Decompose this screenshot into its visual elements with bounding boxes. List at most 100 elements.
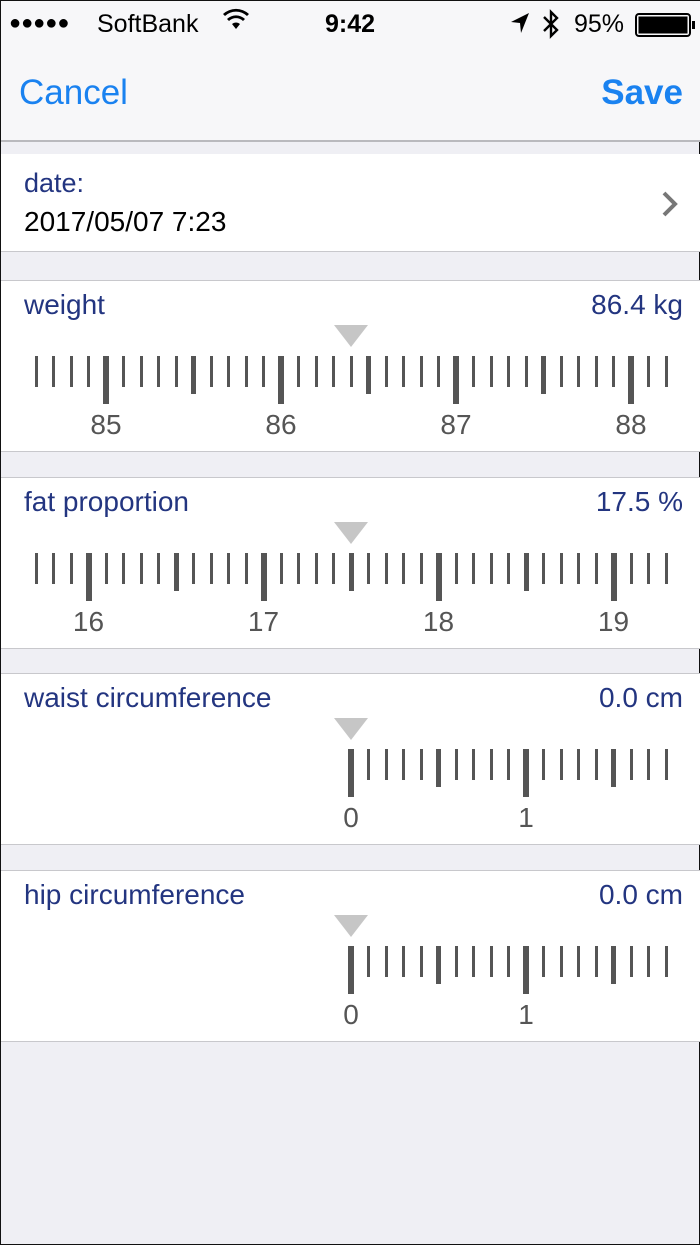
ruler-tick [559, 749, 563, 780]
ruler-tick [647, 356, 650, 387]
ruler-tick [348, 553, 354, 591]
ruler-tick [436, 946, 441, 984]
ruler-tick [594, 356, 598, 387]
ruler-tick [419, 356, 423, 387]
ruler-tick [244, 356, 248, 387]
navigation-bar: Cancel Save [1, 49, 700, 142]
ruler-tick [209, 553, 213, 584]
ruler-tick [454, 553, 458, 584]
clock: 9:42 [325, 10, 376, 38]
ruler-tick [628, 356, 634, 404]
ruler-tick [419, 553, 423, 584]
ruler-tick [664, 946, 668, 977]
ruler-tick [472, 749, 475, 780]
ruler-tick [454, 946, 458, 977]
ruler-tick [104, 553, 108, 584]
ruler-slider[interactable]: 16 17 18 19 [1, 478, 700, 649]
ruler-tick [52, 356, 55, 387]
location-arrow-icon [509, 11, 531, 42]
ruler-tick [542, 946, 545, 977]
ruler-tick [174, 356, 178, 387]
measurement-label: hip circumference [24, 879, 245, 910]
date-value: 2017/05/07 7:23 [24, 206, 227, 237]
ruler-tick [629, 749, 633, 780]
ruler-tick [297, 356, 300, 387]
ruler-tick [348, 946, 354, 994]
ruler-tick [611, 749, 616, 787]
ruler-tick [348, 749, 354, 797]
ruler-tick [435, 553, 442, 601]
save-button[interactable]: Save [601, 73, 683, 112]
ruler-tick [384, 946, 388, 977]
ruler-tick [629, 946, 633, 977]
ruler-tick [507, 946, 510, 977]
ruler-tick [419, 749, 423, 780]
bluetooth-icon [541, 9, 561, 46]
ruler-tick [367, 749, 370, 780]
date-row[interactable]: date: 2017/05/07 7:23 [1, 154, 700, 252]
carrier: SoftBank [97, 10, 199, 38]
ruler-tick [173, 553, 179, 591]
ruler-tick [366, 356, 371, 394]
ruler-tick-label: 18 [422, 606, 455, 637]
pointer-icon [334, 522, 368, 544]
ruler-tick [34, 356, 38, 387]
ruler-tick-label: 87 [440, 409, 472, 440]
ruler-tick-label: 19 [597, 606, 630, 637]
ruler-tick [523, 946, 529, 994]
ruler-tick [367, 553, 370, 584]
ruler-tick [647, 553, 650, 584]
ruler-tick [594, 749, 598, 780]
ruler-tick [542, 749, 545, 780]
ruler-tick [139, 356, 143, 387]
measurement-card: weight 86.4 kg 85 86 87 88 [1, 280, 700, 452]
ruler-tick [610, 553, 617, 601]
ruler-slider[interactable]: 85 86 87 88 [1, 281, 700, 452]
ruler-tick [260, 553, 267, 601]
chevron-right-icon [661, 190, 679, 223]
ruler-tick [472, 356, 475, 387]
ruler-tick [454, 749, 458, 780]
ruler-tick [122, 553, 125, 584]
ruler-tick [402, 356, 405, 387]
ruler-tick [192, 553, 195, 584]
ruler-tick-label: 86 [265, 409, 297, 440]
status-bar: ●●●●● SoftBank 9:42 95% [1, 1, 700, 49]
cancel-button[interactable]: Cancel [19, 73, 128, 112]
ruler-tick [629, 553, 633, 584]
battery-percent: 95% [574, 10, 625, 38]
measurement-label: fat proportion [24, 486, 189, 517]
ruler-tick [437, 356, 440, 387]
ruler-tick [349, 356, 353, 387]
ruler-tick [542, 553, 545, 584]
ruler-tick [559, 553, 563, 584]
pointer-icon [334, 325, 368, 347]
ruler-tick-label: 1 [518, 999, 534, 1030]
ruler-tick [139, 553, 143, 584]
ruler-tick [523, 553, 529, 591]
ruler-tick [87, 356, 90, 387]
ruler-tick [436, 749, 441, 787]
ruler-tick [419, 946, 423, 977]
ruler-tick [122, 356, 125, 387]
ruler-tick [577, 749, 580, 780]
measurement-value: 86.4 kg [591, 289, 683, 320]
pointer-icon [334, 915, 368, 937]
ruler-tick [384, 356, 388, 387]
ruler-tick [384, 553, 388, 584]
ruler-tick [559, 356, 563, 387]
ruler-tick [664, 749, 668, 780]
ruler-tick [647, 749, 650, 780]
ruler-tick [523, 749, 529, 797]
signal-icon: ●●●●● [9, 12, 70, 34]
ruler-tick [278, 356, 284, 404]
ruler-tick [157, 356, 160, 387]
ruler-tick [664, 356, 668, 387]
ruler-tick [489, 946, 493, 977]
wifi-icon [223, 7, 249, 40]
ruler-tick [402, 749, 405, 780]
